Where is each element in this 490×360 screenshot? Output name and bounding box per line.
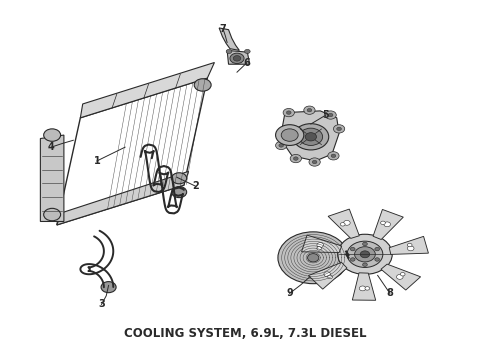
- Circle shape: [194, 79, 211, 91]
- Circle shape: [324, 272, 331, 276]
- Circle shape: [375, 258, 380, 261]
- Circle shape: [172, 173, 187, 184]
- Circle shape: [359, 286, 366, 291]
- Circle shape: [341, 222, 345, 226]
- Polygon shape: [373, 210, 403, 239]
- Text: 6: 6: [243, 58, 250, 68]
- Circle shape: [363, 263, 368, 266]
- Circle shape: [294, 157, 298, 160]
- Polygon shape: [389, 237, 428, 255]
- Circle shape: [343, 220, 350, 225]
- Circle shape: [230, 53, 244, 63]
- Circle shape: [307, 108, 312, 112]
- Circle shape: [317, 247, 321, 250]
- Polygon shape: [227, 50, 250, 64]
- Circle shape: [312, 160, 317, 164]
- Polygon shape: [352, 273, 376, 300]
- Circle shape: [283, 108, 294, 117]
- Text: 2: 2: [192, 181, 199, 191]
- Polygon shape: [40, 135, 64, 221]
- Circle shape: [44, 208, 61, 221]
- Text: 3: 3: [98, 300, 105, 309]
- Circle shape: [317, 243, 323, 247]
- Text: 8: 8: [387, 288, 393, 298]
- Circle shape: [309, 158, 320, 166]
- Circle shape: [278, 232, 348, 284]
- Circle shape: [44, 129, 61, 141]
- Circle shape: [381, 221, 385, 225]
- Circle shape: [101, 282, 116, 293]
- Circle shape: [245, 49, 250, 54]
- Circle shape: [305, 132, 317, 141]
- Circle shape: [328, 113, 333, 117]
- Polygon shape: [308, 262, 347, 289]
- Text: 1: 1: [94, 156, 100, 166]
- Text: COOLING SYSTEM, 6.9L, 7.3L DIESEL: COOLING SYSTEM, 6.9L, 7.3L DIESEL: [124, 327, 366, 340]
- Circle shape: [375, 247, 380, 251]
- Circle shape: [337, 127, 342, 131]
- Circle shape: [365, 287, 369, 290]
- Circle shape: [400, 273, 405, 276]
- Circle shape: [355, 247, 375, 262]
- Circle shape: [275, 125, 304, 145]
- Text: 5: 5: [322, 110, 329, 120]
- Circle shape: [172, 186, 187, 198]
- Circle shape: [333, 125, 345, 133]
- Text: 4: 4: [48, 142, 54, 152]
- Polygon shape: [57, 171, 189, 225]
- Circle shape: [290, 154, 301, 163]
- Circle shape: [350, 258, 355, 261]
- Polygon shape: [219, 28, 239, 50]
- Circle shape: [293, 124, 329, 150]
- Circle shape: [407, 243, 412, 247]
- Circle shape: [396, 274, 403, 279]
- Circle shape: [347, 241, 383, 267]
- Circle shape: [304, 106, 315, 114]
- Polygon shape: [280, 111, 339, 161]
- Circle shape: [233, 55, 241, 61]
- Polygon shape: [381, 264, 420, 290]
- Circle shape: [308, 253, 319, 262]
- Circle shape: [328, 152, 339, 160]
- Circle shape: [363, 242, 368, 246]
- Polygon shape: [328, 209, 359, 238]
- Circle shape: [299, 128, 322, 145]
- Circle shape: [331, 154, 336, 158]
- Polygon shape: [80, 63, 215, 118]
- Circle shape: [325, 111, 336, 119]
- Circle shape: [281, 129, 298, 141]
- Circle shape: [350, 247, 355, 251]
- Circle shape: [338, 234, 392, 274]
- Text: 9: 9: [286, 288, 293, 298]
- Circle shape: [360, 251, 369, 258]
- Circle shape: [279, 144, 284, 147]
- Circle shape: [275, 141, 287, 150]
- Circle shape: [407, 246, 414, 251]
- Polygon shape: [301, 235, 342, 252]
- Circle shape: [384, 222, 391, 227]
- Circle shape: [226, 49, 232, 54]
- Text: 7: 7: [220, 24, 226, 33]
- Circle shape: [286, 111, 291, 114]
- Circle shape: [328, 275, 333, 279]
